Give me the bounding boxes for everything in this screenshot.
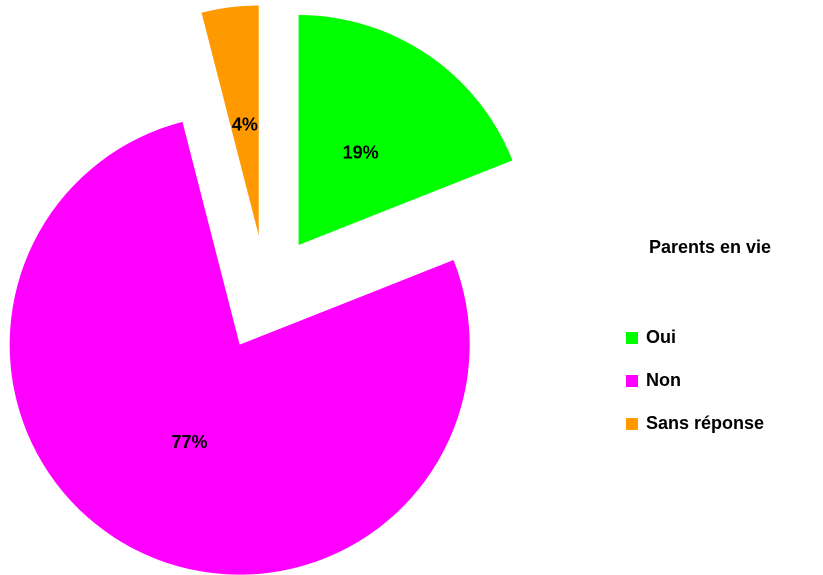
legend-label: Sans réponse — [646, 413, 764, 433]
legend-label: Oui — [646, 327, 676, 347]
legend-swatch — [626, 418, 638, 430]
pie-slice — [9, 121, 470, 575]
legend-swatch — [626, 332, 638, 344]
legend-swatch — [626, 375, 638, 387]
data-label: 19% — [343, 142, 379, 162]
pie-slice — [201, 5, 259, 236]
legend-title: Parents en vie — [649, 237, 771, 257]
data-label: 4% — [232, 115, 258, 135]
legend-label: Non — [646, 370, 681, 390]
pie-slice — [298, 15, 513, 246]
data-label: 77% — [172, 432, 208, 452]
